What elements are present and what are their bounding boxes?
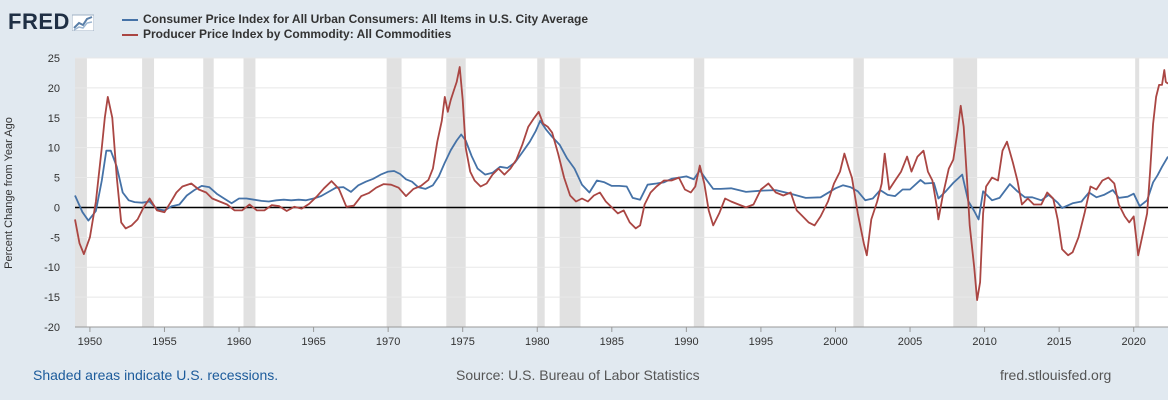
y-tick-label: -10	[44, 262, 60, 274]
x-tick-label: 1970	[376, 336, 400, 348]
recession-band	[386, 58, 402, 327]
recession-band	[693, 58, 705, 327]
recession-band	[142, 58, 155, 327]
y-tick-label: 10	[48, 143, 60, 155]
x-tick-label: 1990	[674, 336, 698, 348]
recession-band	[75, 58, 87, 327]
legend-label-ppi: Producer Price Index by Commodity: All C…	[143, 27, 452, 41]
series-line-ppi	[74, 66, 1168, 302]
y-tick-label: 0	[54, 202, 60, 214]
x-tick-label: 2000	[823, 336, 847, 348]
recession-note-link[interactable]: Shaded areas indicate U.S. recessions.	[33, 367, 279, 383]
recession-band	[537, 58, 545, 327]
series-layer	[74, 66, 1168, 302]
y-tick-label: 5	[54, 173, 60, 185]
x-tick-label: 1975	[450, 336, 474, 348]
x-tick-label: 2005	[898, 336, 922, 348]
x-axis-ticks: 1950 1955 1960 1965 1970 1975 1980 1985 1990 1995…	[75, 326, 1168, 348]
fred-logo[interactable]: FRED	[8, 9, 94, 35]
recession-band	[203, 58, 214, 327]
y-tick-label: 25	[48, 53, 60, 65]
y-tick-label: 15	[48, 113, 60, 125]
fred-logo-text: FRED	[8, 9, 70, 34]
x-tick-label: 2020	[1121, 336, 1145, 348]
footer: Shaded areas indicate U.S. recessions. S…	[0, 367, 1168, 385]
x-tick-label: 1955	[152, 336, 176, 348]
x-tick-label: 1995	[749, 336, 773, 348]
x-tick-label: 2010	[972, 336, 996, 348]
legend-swatch-ppi	[122, 33, 138, 36]
x-tick-label: 1980	[525, 336, 549, 348]
x-tick-label: 1950	[78, 336, 102, 348]
legend-label-cpi: Consumer Price Index for All Urban Consu…	[143, 12, 588, 26]
series-line-cpi	[74, 119, 1168, 222]
y-axis-ticks: -20 -15 -10 -5 0 5 10 15 20 25	[44, 53, 60, 334]
fred-url-link[interactable]: fred.stlouisfed.org	[1000, 367, 1112, 383]
recession-band	[559, 58, 581, 327]
recession-band	[446, 58, 466, 327]
grid-lines	[75, 57, 1168, 298]
x-tick-label: 1960	[227, 336, 251, 348]
legend-item-cpi: Consumer Price Index for All Urban Consu…	[122, 12, 588, 27]
x-tick-label: 1985	[600, 336, 624, 348]
y-tick-label: -5	[50, 232, 60, 244]
legend-item-ppi: Producer Price Index by Commodity: All C…	[122, 27, 588, 42]
y-tick-label: -20	[44, 322, 60, 334]
recession-band	[953, 58, 978, 327]
recession-band	[243, 58, 256, 327]
legend-swatch-cpi	[122, 18, 138, 21]
x-tick-label: 2015	[1047, 336, 1071, 348]
y-tick-label: 20	[48, 83, 60, 95]
chart-line-icon	[71, 14, 94, 31]
source-text: Source: U.S. Bureau of Labor Statistics	[456, 367, 700, 383]
x-tick-label: 1965	[301, 336, 325, 348]
recession-band	[1135, 58, 1140, 327]
chart-legend: Consumer Price Index for All Urban Consu…	[122, 12, 588, 42]
y-tick-label: -15	[44, 292, 60, 304]
